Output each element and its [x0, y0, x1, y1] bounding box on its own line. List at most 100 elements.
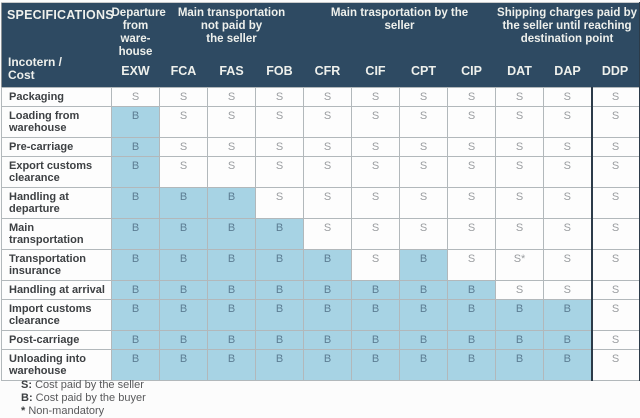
column-header-cfr: CFR [303, 59, 352, 87]
corner-header-cell: SPECIFICATIONS Incotern / Cost [1, 2, 114, 87]
cost-cell: S [399, 155, 448, 188]
cost-cell: B [303, 348, 352, 381]
legend: S: Cost paid by the seller B: Cost paid … [21, 379, 146, 418]
cost-cell: S [590, 329, 640, 350]
cost-cell: B [255, 279, 304, 300]
cost-cell: S* [495, 248, 544, 281]
cost-cell: B [255, 348, 304, 381]
cost-cell: B [351, 298, 400, 331]
cost-cell: S [447, 155, 496, 188]
incoterms-table: SPECIFICATIONS Incotern / Cost Departure… [1, 2, 640, 381]
cost-cell: S [351, 186, 400, 219]
cost-cell: S [159, 105, 208, 138]
table-row: Export customs clearance B S S S S S S S S S S [1, 155, 640, 188]
cost-cell: S [399, 105, 448, 138]
cost-cell: B [495, 348, 544, 381]
cost-cell: S [543, 186, 592, 219]
cost-cell: B [255, 217, 304, 250]
group-header-row: SPECIFICATIONS Incotern / Cost Departure… [1, 2, 640, 87]
row-label: Post-carriage [1, 329, 112, 350]
column-group-dat-dap-ddp: Shipping charges paid by the seller unti… [495, 2, 640, 59]
table-row: Main transportation B B B B S S S S S S S [1, 217, 640, 250]
cost-cell: S [351, 217, 400, 250]
table-row: Handling at departure B B B S S S S S S S S [1, 186, 640, 219]
cost-cell: S [590, 136, 640, 157]
cost-cell: S [351, 248, 400, 281]
column-header-ddp: DDP [591, 59, 640, 87]
cost-cell: S [543, 155, 592, 188]
cost-cell: S [590, 279, 640, 300]
cost-cell: S [495, 105, 544, 138]
cost-cell: S [447, 136, 496, 157]
cost-cell: B [543, 298, 592, 331]
cost-cell: S [351, 105, 400, 138]
table-row: Pre-carriage B S S S S S S S S S S [1, 136, 640, 157]
cost-cell: S [207, 136, 256, 157]
cost-cell: B [207, 248, 256, 281]
cost-cell: B [159, 248, 208, 281]
row-label: Unloading into warehouse [1, 348, 112, 381]
cost-cell: S [495, 155, 544, 188]
cost-cell: B [495, 298, 544, 331]
cost-cell: B [207, 329, 256, 350]
cost-cell: S [303, 155, 352, 188]
row-label: Handling at departure [1, 186, 112, 219]
cost-cell: S [351, 155, 400, 188]
column-group-cfr-cif-cpt-cip: Main trasportation by the seller [303, 2, 496, 59]
cost-cell: B [303, 298, 352, 331]
legend-seller-prefix: S: [21, 379, 32, 391]
legend-buyer-prefix: B: [21, 392, 33, 404]
column-header-dat: DAT [495, 59, 544, 87]
cost-cell: S [447, 86, 496, 107]
cost-cell: B [159, 217, 208, 250]
cost-cell: B [399, 348, 448, 381]
cost-cell: B [111, 105, 160, 138]
cost-cell: B [447, 329, 496, 350]
cost-cell: B [447, 279, 496, 300]
cost-cell: S [447, 217, 496, 250]
cost-cell: S [543, 86, 592, 107]
cost-cell: S [590, 298, 640, 331]
cost-cell: S [399, 86, 448, 107]
legend-seller: S: Cost paid by the seller [21, 379, 146, 391]
cost-cell: S [399, 136, 448, 157]
cost-cell: B [543, 329, 592, 350]
table-row: Import customs clearance B B B B B B B B B B S [1, 298, 640, 331]
cost-cell: S [447, 105, 496, 138]
cost-cell: S [543, 279, 592, 300]
cost-cell: S [207, 155, 256, 188]
cost-cell: S [255, 136, 304, 157]
legend-buyer: B: Cost paid by the buyer [21, 392, 146, 404]
cost-cell: S [495, 86, 544, 107]
cost-cell: S [399, 186, 448, 219]
row-label: Transportation insurance [1, 248, 112, 281]
cost-cell: B [159, 329, 208, 350]
cost-cell: S [159, 136, 208, 157]
cost-cell: S [495, 217, 544, 250]
row-label: Loading from warehouse [1, 105, 112, 138]
row-label: Main transportation [1, 217, 112, 250]
cost-cell: B [111, 298, 160, 331]
column-header-cpt: CPT [399, 59, 448, 87]
column-group-exw: Departure from ware- house [111, 2, 166, 59]
cost-cell: B [111, 155, 160, 188]
cost-cell: S [590, 248, 640, 281]
row-label: Import customs clearance [1, 298, 112, 331]
cost-cell: S [255, 155, 304, 188]
cost-cell: S [303, 136, 352, 157]
table-header: SPECIFICATIONS Incotern / Cost Departure… [1, 2, 640, 87]
cost-cell: B [207, 186, 256, 219]
legend-seller-text: Cost paid by the seller [35, 379, 144, 391]
cost-cell: B [255, 298, 304, 331]
cost-cell: B [495, 329, 544, 350]
column-header-fob: FOB [255, 59, 304, 87]
cost-cell: S [543, 136, 592, 157]
cost-cell: S [590, 217, 640, 250]
cost-cell: B [111, 186, 160, 219]
cost-cell: B [351, 329, 400, 350]
cost-cell: B [399, 248, 448, 281]
row-label: Export customs clearance [1, 155, 112, 188]
column-header-fas: FAS [207, 59, 256, 87]
cost-cell: S [207, 86, 256, 107]
column-header-dap: DAP [543, 59, 592, 87]
